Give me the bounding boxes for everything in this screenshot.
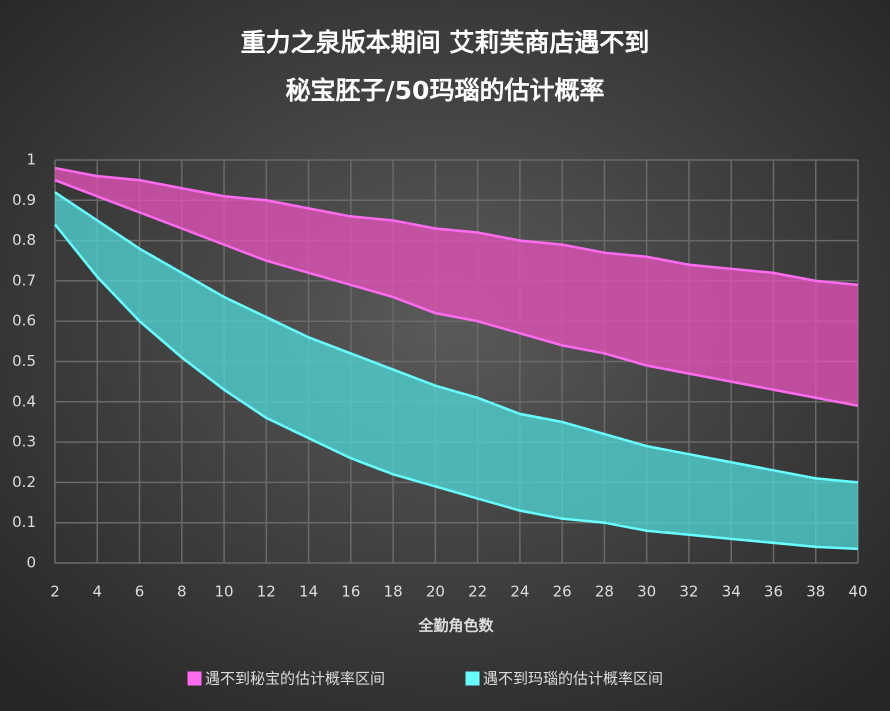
legend-label: 遇不到玛瑙的估计概率区间: [483, 670, 663, 688]
y-tick-label: 0: [26, 554, 36, 572]
chart-title: 秘宝胚子/50玛瑙的估计概率: [286, 76, 605, 105]
x-tick-label: 8: [177, 583, 187, 601]
legend-swatch: [187, 671, 202, 686]
y-tick-label: 1: [26, 151, 36, 169]
x-tick-label: 16: [341, 583, 360, 601]
x-tick-label: 34: [722, 583, 741, 601]
range-band: [55, 168, 858, 406]
x-tick-label: 36: [764, 583, 783, 601]
x-tick-label: 6: [135, 583, 145, 601]
y-tick-label: 0.6: [12, 312, 36, 330]
x-tick-label: 24: [510, 583, 529, 601]
x-tick-label: 26: [553, 583, 572, 601]
x-tick-label: 4: [92, 583, 102, 601]
x-tick-label: 18: [384, 583, 403, 601]
y-tick-label: 0.8: [12, 231, 36, 249]
band-edge: [54, 223, 859, 551]
y-tick-label: 0.9: [12, 191, 36, 209]
x-tick-label: 2: [50, 583, 60, 601]
x-tick-label: 28: [595, 583, 614, 601]
x-axis-label: 全勤角色数: [417, 617, 494, 635]
x-tick-label: 10: [215, 583, 234, 601]
x-tick-label: 40: [848, 583, 867, 601]
band-edge: [54, 166, 859, 287]
x-tick-label: 12: [257, 583, 276, 601]
legend-label: 遇不到秘宝的估计概率区间: [205, 670, 385, 688]
x-tick-label: 38: [806, 583, 825, 601]
x-tick-label: 20: [426, 583, 445, 601]
x-tick-label: 32: [679, 583, 698, 601]
x-tick-label: 22: [468, 583, 487, 601]
band-edge: [54, 178, 859, 408]
y-tick-label: 0.7: [12, 271, 36, 289]
y-tick-label: 0.4: [12, 392, 36, 410]
range-band: [55, 192, 858, 549]
y-tick-label: 0.1: [12, 513, 36, 531]
y-tick-label: 0.2: [12, 473, 36, 491]
chart-title: 重力之泉版本期间 艾莉芙商店遇不到: [241, 28, 650, 57]
legend-swatch: [465, 671, 480, 686]
band-edge: [54, 191, 859, 484]
y-tick-label: 0.5: [12, 352, 36, 370]
x-tick-label: 14: [299, 583, 318, 601]
y-tick-label: 0.3: [12, 433, 36, 451]
x-tick-label: 30: [637, 583, 656, 601]
